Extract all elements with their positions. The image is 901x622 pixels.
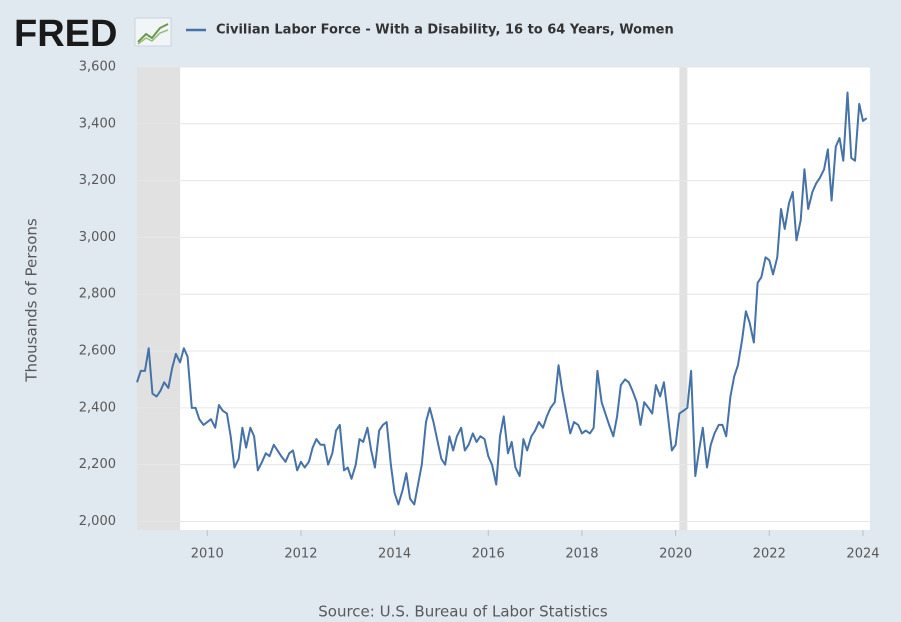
y-tick-label: 3,200 bbox=[79, 173, 116, 188]
y-tick-label: 3,000 bbox=[79, 230, 116, 245]
x-tick-label: 2024 bbox=[846, 547, 879, 562]
x-tick-label: 2012 bbox=[284, 547, 317, 562]
y-tick-label: 2,000 bbox=[79, 514, 116, 529]
series-line bbox=[136, 91, 868, 506]
source: Source: U.S. Bureau of Labor Statistics bbox=[318, 603, 608, 621]
x-tick-label: 2022 bbox=[753, 547, 786, 562]
legend-label: Civilian Labor Force - With a Disability… bbox=[216, 23, 674, 38]
y-tick-label: 2,400 bbox=[79, 400, 116, 415]
logo-icon bbox=[134, 17, 172, 47]
y-tick-label: 2,800 bbox=[79, 287, 116, 302]
y-tick-label: 3,600 bbox=[79, 60, 116, 75]
x-tick-label: 2018 bbox=[565, 547, 598, 562]
y-tick-label: 2,600 bbox=[79, 344, 116, 359]
y-tick-label: 3,400 bbox=[79, 116, 116, 131]
x-tick-label: 2010 bbox=[191, 547, 224, 562]
x-tick-label: 2020 bbox=[659, 547, 692, 562]
recession-band bbox=[137, 67, 181, 530]
plot-area bbox=[137, 67, 870, 530]
y-tick-label: 2,200 bbox=[79, 457, 116, 472]
y-axis-label: Thousands of Persons bbox=[23, 218, 41, 383]
recession-band bbox=[679, 67, 688, 530]
logo: FRED bbox=[14, 13, 117, 55]
x-tick-label: 2016 bbox=[472, 547, 505, 562]
x-tick-label: 2014 bbox=[378, 547, 411, 562]
